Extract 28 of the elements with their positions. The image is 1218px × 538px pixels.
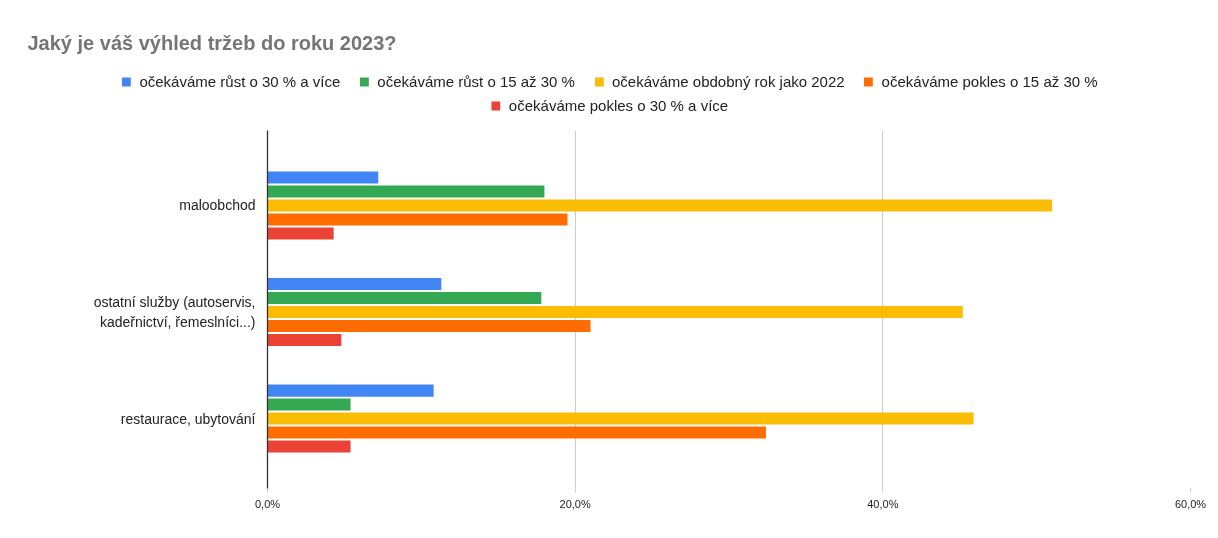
legend-label: očekáváme pokles o 30 % a více — [508, 97, 729, 114]
y-tick-label: restaurace, ubytování — [120, 410, 256, 427]
bar — [267, 227, 334, 240]
y-tick-label: ostatní služby (autoservis, kadeřnictví, řemeslníci...) — [93, 294, 256, 330]
bar — [267, 440, 351, 453]
bar — [267, 384, 434, 397]
bar — [267, 412, 974, 425]
bar — [267, 319, 591, 332]
bar — [267, 426, 766, 439]
bar — [267, 398, 351, 411]
x-tick-label: 60,0% — [1174, 497, 1207, 510]
x-tick-label: 40,0% — [867, 497, 899, 510]
y-tick-label: maloobchod — [179, 197, 256, 214]
x-tick-label: 0,0% — [254, 497, 281, 510]
chart-title: Jaký je váš výhled tržeb do roku 2023? — [27, 31, 397, 54]
bar — [267, 199, 1053, 212]
bar — [267, 305, 963, 319]
bar — [267, 171, 379, 184]
legend-label: očekáváme růst o 30 % a více — [139, 73, 341, 90]
bar — [267, 185, 545, 198]
x-tick-label: 20,0% — [559, 497, 591, 510]
legend-label: očekáváme pokles o 15 až 30 % — [881, 73, 1098, 90]
legend-label: očekáváme růst o 15 až 30 % — [377, 73, 575, 90]
legend-label: očekáváme obdobný rok jako 2022 — [611, 73, 845, 90]
bar — [267, 213, 568, 226]
bar — [267, 278, 442, 291]
bar — [267, 292, 542, 305]
bar — [267, 333, 342, 346]
